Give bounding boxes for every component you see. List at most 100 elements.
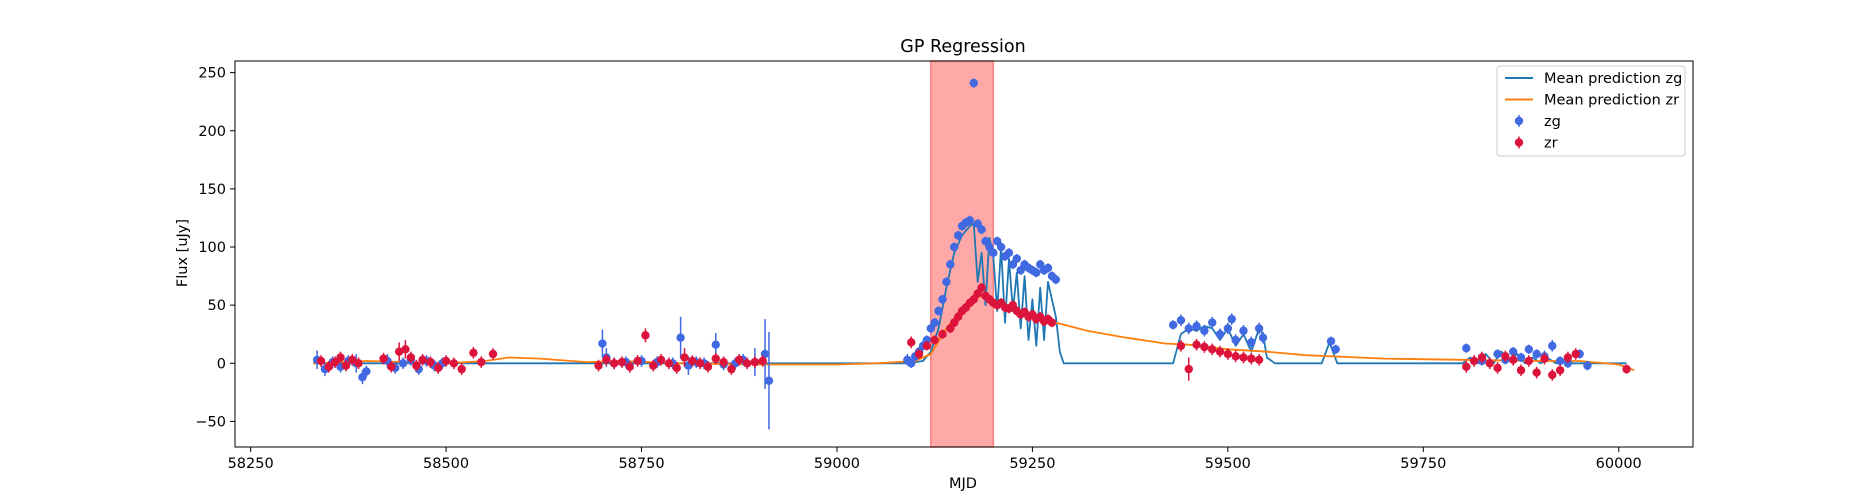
legend-label: Mean prediction zg	[1544, 71, 1682, 87]
shaded-region	[930, 60, 995, 448]
data-point	[602, 355, 611, 365]
data-point	[1548, 370, 1557, 380]
data-point	[598, 339, 607, 348]
legend-item: Mean prediction zg	[1505, 71, 1682, 87]
data-point	[907, 338, 916, 347]
data-point	[1516, 353, 1526, 362]
data-point	[633, 356, 642, 366]
data-point	[1051, 275, 1061, 284]
data-point	[477, 357, 486, 367]
data-point	[418, 355, 427, 365]
data-point	[1508, 355, 1518, 365]
data-point	[324, 362, 334, 371]
chart-title: GP Regression	[900, 37, 1025, 57]
x-tick-label: 58500	[423, 456, 469, 472]
legend-point-swatch	[1514, 116, 1524, 126]
data-point	[758, 356, 767, 366]
data-point	[1532, 368, 1541, 377]
data-point	[1200, 326, 1209, 335]
data-point	[1047, 318, 1057, 327]
data-point	[1493, 363, 1502, 373]
data-point	[764, 376, 774, 385]
data-point	[1208, 345, 1217, 354]
data-point	[1331, 345, 1340, 354]
data-point	[426, 357, 435, 367]
data-point	[1043, 263, 1053, 273]
data-point	[1485, 359, 1494, 368]
data-point	[1254, 355, 1264, 365]
legend-box	[1496, 65, 1686, 157]
data-point	[703, 362, 713, 371]
data-point	[742, 359, 752, 368]
data-point	[609, 359, 619, 368]
data-point	[1555, 366, 1565, 375]
data-point	[387, 362, 396, 371]
data-point	[719, 357, 728, 367]
data-point	[938, 295, 947, 304]
data-layer	[312, 78, 1635, 430]
data-point	[946, 260, 955, 269]
data-point	[1524, 345, 1534, 354]
data-point	[727, 364, 736, 374]
data-point	[1508, 347, 1518, 356]
legend-item: zg	[1514, 114, 1561, 130]
data-point	[1239, 353, 1248, 362]
data-point	[711, 340, 720, 349]
data-point	[1032, 268, 1041, 277]
series-points-zr	[316, 283, 1631, 381]
data-point	[695, 359, 705, 368]
data-point	[930, 335, 939, 345]
data-point	[341, 361, 351, 370]
data-point	[336, 353, 345, 362]
data-point	[1516, 366, 1526, 375]
data-point	[965, 216, 975, 225]
data-point	[316, 356, 326, 366]
y-tick-label: 150	[198, 182, 226, 198]
data-point	[922, 341, 932, 351]
legend-point-swatch	[1514, 138, 1524, 147]
data-point	[1231, 335, 1240, 345]
data-point	[330, 357, 340, 367]
data-point	[656, 355, 666, 365]
data-point	[996, 242, 1006, 252]
data-point	[676, 333, 685, 342]
y-tick-label: 200	[198, 124, 226, 140]
data-point	[1012, 254, 1021, 263]
x-tick-label: 59000	[814, 456, 860, 472]
data-point	[1501, 352, 1510, 361]
legend-label: zg	[1544, 114, 1561, 130]
data-point	[1168, 320, 1178, 330]
legend-label: Mean prediction zr	[1544, 93, 1679, 109]
axes-frame	[234, 60, 1694, 448]
data-point	[1200, 342, 1209, 352]
x-tick-label: 59750	[1400, 456, 1446, 472]
data-point	[1223, 349, 1233, 359]
data-point	[1176, 316, 1186, 325]
data-point	[441, 356, 451, 366]
data-point	[412, 361, 421, 370]
legend-item: zr	[1514, 136, 1558, 152]
data-point	[953, 231, 963, 240]
data-point	[672, 363, 681, 373]
data-point	[1555, 356, 1565, 366]
data-point	[750, 357, 760, 367]
y-tick-label: 0	[217, 356, 226, 372]
data-point	[688, 356, 697, 366]
y-axis-label: Flux [uJy]	[175, 219, 191, 287]
y-tick-label: 250	[198, 66, 226, 82]
data-point	[942, 277, 951, 287]
data-point	[711, 354, 720, 363]
data-point	[1215, 347, 1225, 356]
data-point	[1227, 314, 1236, 324]
data-point	[469, 348, 478, 358]
axes	[234, 60, 1694, 448]
data-point	[1184, 324, 1193, 333]
data-point	[1540, 354, 1549, 363]
data-point	[449, 359, 459, 368]
data-point	[977, 283, 986, 292]
data-point	[379, 354, 388, 363]
data-point	[1208, 318, 1217, 327]
data-point	[969, 78, 978, 88]
data-point	[1231, 352, 1240, 361]
data-point	[1563, 353, 1573, 362]
